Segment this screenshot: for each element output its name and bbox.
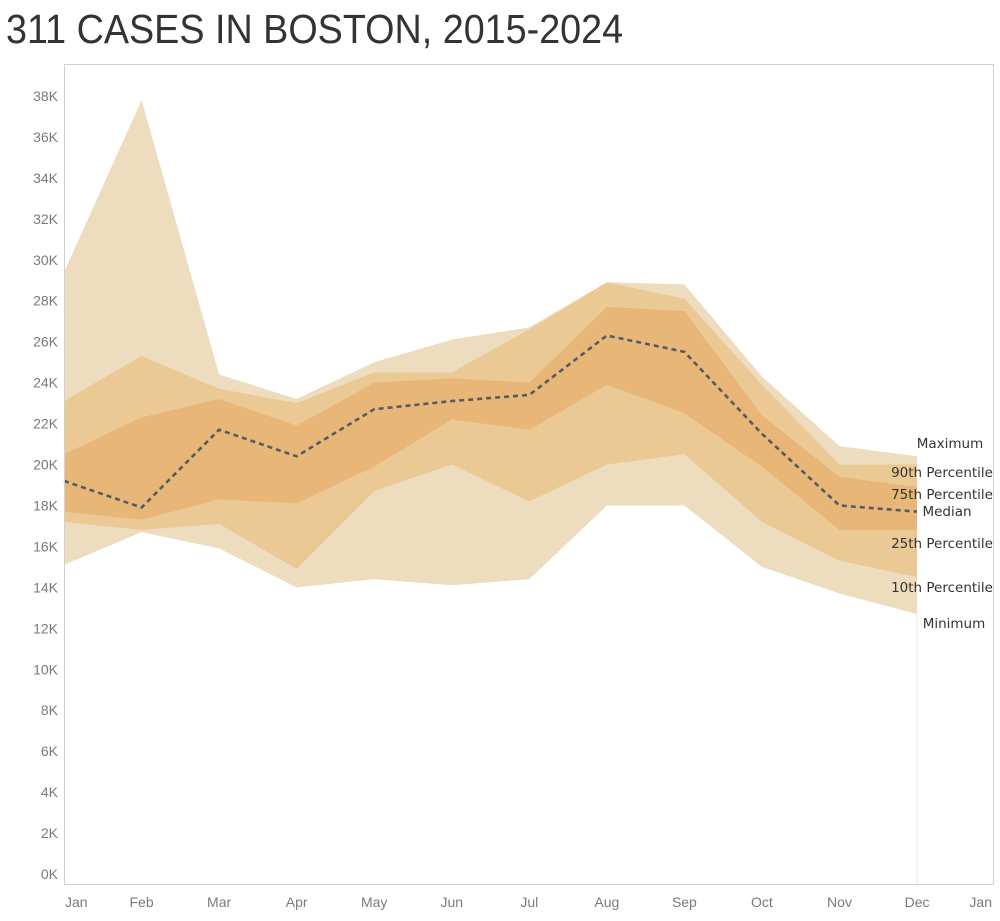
y-tick-label: 20K [33,457,59,473]
y-tick-label: 18K [33,497,59,513]
chart-title: 311 CASES IN BOSTON, 2015-2024 [6,6,624,52]
y-tick-label: 38K [33,88,59,104]
series-label-90th-percentile: 90th Percentile [891,465,993,481]
y-tick-label: 16K [33,538,59,554]
x-tick-label: Apr [286,894,308,910]
series-label-10th-percentile: 10th Percentile [891,580,993,596]
y-tick-label: 22K [33,416,59,432]
y-tick-label: 24K [33,375,59,391]
y-tick-label: 14K [33,579,59,595]
bands-layer [64,100,918,884]
y-tick-label: 34K [33,170,59,186]
y-tick-label: 0K [41,866,59,882]
y-tick-label: 4K [41,784,59,800]
series-label-minimum: Minimum [923,616,986,632]
median-line [63,334,918,513]
x-axis: Jan Feb Mar Apr May Jun Jul Aug Sep Oct Nov Dec Jan [65,894,992,910]
y-tick-label: 6K [41,743,59,759]
x-tick-label: Nov [827,894,852,910]
x-tick-label: Mar [207,894,231,910]
x-tick-label: Aug [594,894,619,910]
series-label-maximum: Maximum [917,436,984,452]
y-tick-label: 26K [33,334,59,350]
x-tick-label: Jun [440,894,463,910]
x-tick-label: Jan [969,894,992,910]
x-tick-label: Jan [65,894,88,910]
x-tick-label: Sep [672,894,697,910]
y-axis: 0K 2K 4K 6K 8K 10K 12K 14K 16K 18K 20K 22K 24K 26K 28K… [33,88,59,882]
y-tick-label: 32K [33,211,59,227]
y-tick-label: 12K [33,620,59,636]
series-label-75th-percentile: 75th Percentile [891,487,993,503]
x-tick-label: May [361,894,387,910]
band-p25-p75 [64,306,917,530]
x-tick-label: Oct [751,894,773,910]
series-labels: Maximum 90th Percentile 75th PercentileMed… [891,436,993,632]
series-label-25th-percentile: 25th Percentile [891,536,993,552]
y-tick-label: 30K [33,252,59,268]
x-tick-label: Jul [520,894,538,910]
y-tick-label: 8K [41,702,59,718]
plot-border [64,64,994,885]
y-tick-label: 28K [33,293,59,309]
y-tick-label: 2K [41,825,59,841]
median-layer [63,334,918,513]
x-tick-label: Dec [905,894,930,910]
x-tick-label: Feb [129,894,153,910]
series-label-median: Median [922,504,971,520]
plot-frame [64,64,994,885]
y-tick-label: 36K [33,129,59,145]
y-tick-label: 10K [33,661,59,677]
